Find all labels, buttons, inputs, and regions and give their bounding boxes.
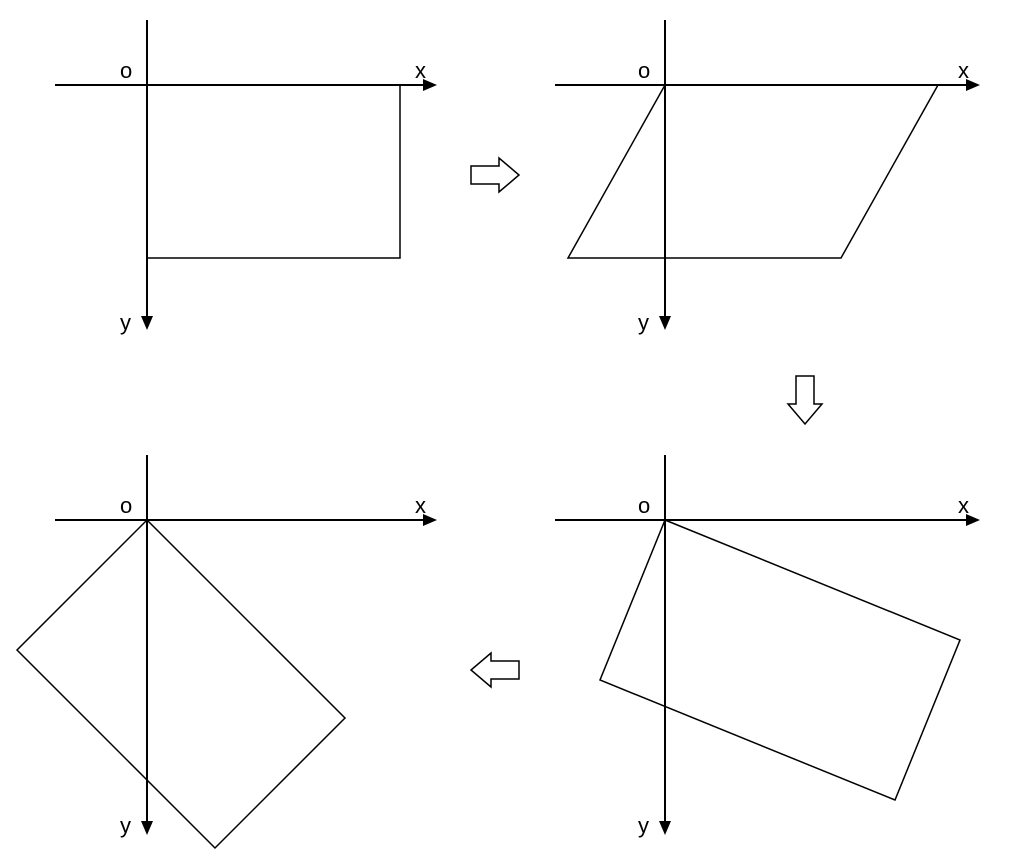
shape-rotated-rectangle xyxy=(600,520,960,800)
shape-parallelogram xyxy=(568,85,938,258)
label-x: x xyxy=(415,493,426,518)
flow-arrow-down xyxy=(788,376,822,424)
bottom_right-y-arrowhead xyxy=(659,821,671,835)
label-o: o xyxy=(120,58,132,83)
label-y: y xyxy=(120,813,131,838)
label-o: o xyxy=(638,58,650,83)
label-y: y xyxy=(120,310,131,335)
label-o: o xyxy=(120,493,132,518)
label-o: o xyxy=(638,493,650,518)
flow-arrow-right xyxy=(471,158,519,192)
label-y: y xyxy=(638,310,649,335)
bottom_right-x-arrowhead xyxy=(966,514,980,526)
label-y: y xyxy=(638,813,649,838)
shape-rectangle xyxy=(147,85,400,258)
panel-bottom_left: o x y xyxy=(17,493,426,848)
top_right-x-arrowhead xyxy=(966,79,980,91)
panel-top_right: o x y xyxy=(568,58,969,335)
bottom_left-y-arrowhead xyxy=(141,821,153,835)
transformation-diagram: o x y o x y o x y o x y xyxy=(0,0,1026,864)
label-x: x xyxy=(958,493,969,518)
top_right-y-arrowhead xyxy=(659,316,671,330)
panel-top_left: o x y xyxy=(120,58,426,335)
bottom_left-x-arrowhead xyxy=(423,514,437,526)
flow-arrow-left xyxy=(471,653,519,687)
label-x: x xyxy=(415,58,426,83)
shape-rotated-rectangle xyxy=(17,520,345,848)
label-x: x xyxy=(958,58,969,83)
panel-bottom_right: o x y xyxy=(600,493,969,838)
top_left-y-arrowhead xyxy=(141,316,153,330)
top_left-x-arrowhead xyxy=(423,79,437,91)
